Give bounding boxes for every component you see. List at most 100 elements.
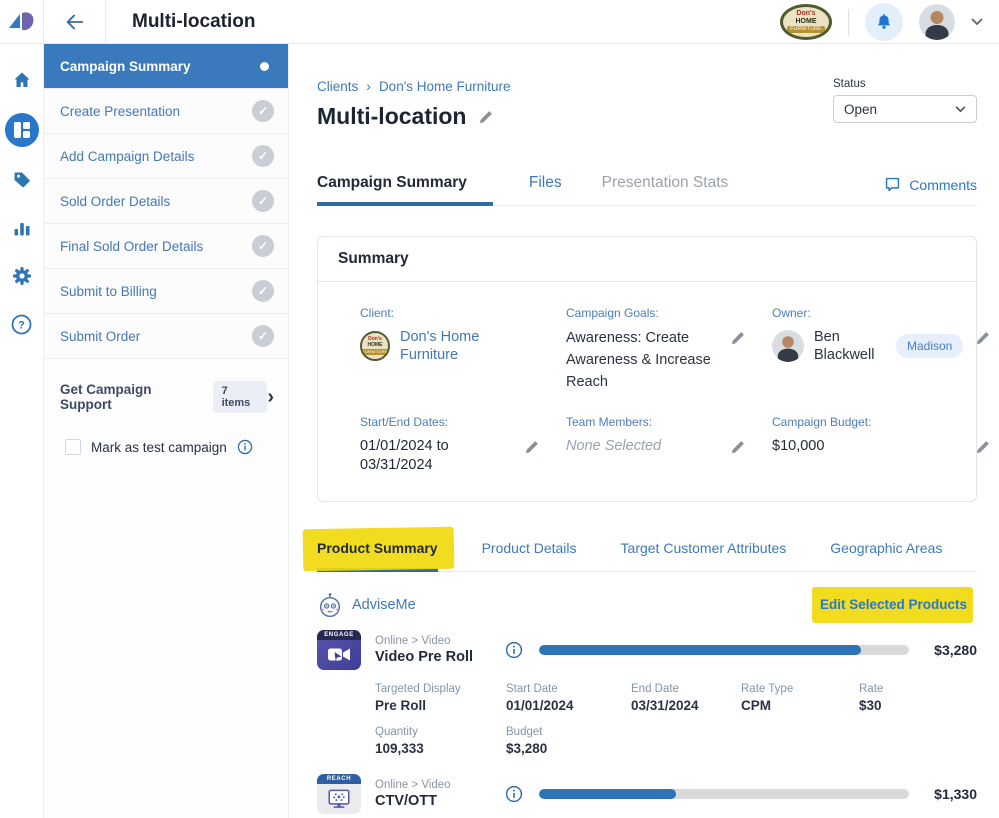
goals-cell: Campaign Goals: Awareness: Create Awaren… [566, 306, 772, 393]
sidebar-item-campaign-summary[interactable]: Campaign Summary [44, 44, 288, 89]
test-campaign-checkbox[interactable] [65, 439, 81, 455]
product-badge: ENGAGE [317, 629, 361, 640]
edit-selected-products-link[interactable]: Edit Selected Products [811, 587, 974, 624]
goals-value: Awareness: Create Awareness & Increase R… [566, 330, 711, 390]
app-logo-icon [9, 11, 34, 30]
get-campaign-support[interactable]: Get Campaign Support 7 items [44, 381, 288, 413]
info-icon[interactable] [237, 439, 253, 455]
goals-label: Campaign Goals: [566, 306, 659, 320]
client-logo-line2: HOME [367, 342, 383, 349]
step-check-icon [252, 325, 274, 347]
sidebar-item-sold-order-details[interactable]: Sold Order Details [44, 179, 288, 224]
tab-files[interactable]: Files [528, 174, 562, 191]
product-info-icon[interactable] [505, 641, 523, 659]
field: Rate $30 [859, 682, 884, 713]
test-campaign-label: Mark as test campaign [91, 439, 227, 455]
edit-dates-icon[interactable] [524, 439, 540, 455]
owner-name: Ben Blackwell [814, 329, 875, 364]
notifications-button[interactable] [865, 2, 903, 41]
help-icon: ? [11, 314, 32, 335]
edit-owner-icon[interactable] [975, 330, 991, 346]
gear-icon [12, 267, 31, 285]
summary-card: Summary Client: Don's HOME FURNITURE Don… [317, 236, 990, 502]
client-name-link[interactable]: Don's Home Furniture [400, 329, 480, 364]
product-name: Video Pre Roll [375, 648, 474, 665]
topbar-actions: Don's HOME FURNITURE [780, 2, 999, 41]
sidebar-item-submit-order[interactable]: Submit Order [44, 314, 288, 359]
tab-campaign-summary[interactable]: Campaign Summary [317, 174, 493, 206]
main-content: Clients Don's Home Furniture Multi-locat… [289, 44, 999, 818]
subtab-product-summary[interactable]: Product Summary [317, 540, 438, 572]
back-button[interactable] [44, 0, 106, 43]
video-camera-icon [328, 648, 350, 662]
user-avatar[interactable] [919, 3, 955, 40]
robot-icon [319, 593, 341, 617]
rail-settings-button[interactable] [12, 266, 32, 286]
adviseme-section: AdviseMe [317, 592, 416, 618]
field: Budget $3,280 [506, 725, 548, 756]
rail-help-button[interactable]: ? [11, 314, 32, 335]
client-label: Client: [360, 306, 395, 320]
sidebar-item-label: Submit to Billing [60, 283, 157, 299]
edit-team-icon[interactable] [730, 439, 746, 455]
edit-budget-icon[interactable] [975, 439, 991, 455]
field: Rate Type CPM [741, 682, 794, 713]
rail-dashboard-button[interactable] [4, 113, 39, 147]
team-cell: Team Members: None Selected [566, 415, 772, 475]
test-campaign-row: Mark as test campaign [44, 439, 288, 455]
budget-progress-bar [539, 788, 909, 799]
status-label: Status [833, 78, 866, 90]
summary-card-title: Summary [318, 237, 976, 282]
breadcrumb: Clients Don's Home Furniture [317, 78, 511, 94]
sidebar-item-add-campaign-details[interactable]: Add Campaign Details [44, 134, 288, 179]
owner-label: Owner: [772, 306, 811, 320]
product-name: CTV/OTT [375, 792, 438, 809]
rail-tags-button[interactable] [12, 170, 32, 190]
sidebar-item-submit-to-billing[interactable]: Submit to Billing [44, 269, 288, 314]
tag-icon [14, 172, 30, 188]
user-menu-chevron-icon[interactable] [971, 18, 983, 26]
budget-progress-bar [539, 644, 909, 655]
subtab-product-details[interactable]: Product Details [481, 539, 577, 556]
subtab-target-customer-attributes[interactable]: Target Customer Attributes [620, 539, 787, 556]
owner-cell: Owner: Ben Blackwell Madison [772, 306, 999, 393]
breadcrumb-separator-icon [366, 78, 371, 94]
step-check-icon [252, 100, 274, 122]
rail-home-button[interactable] [12, 70, 32, 90]
status-select[interactable]: Open [833, 95, 977, 123]
client-logo-line1: Don's [368, 336, 382, 343]
product-badge: REACH [317, 773, 361, 784]
tab-presentation-stats[interactable]: Presentation Stats [601, 174, 729, 191]
support-items-badge: 7 items [212, 381, 268, 413]
sidebar-item-final-sold-order-details[interactable]: Final Sold Order Details [44, 224, 288, 269]
product-category: Online > Video [375, 634, 451, 647]
comments-button[interactable]: Comments [884, 176, 977, 205]
app-logo [0, 0, 44, 43]
step-check-icon [252, 235, 274, 257]
client-cell: Client: Don's HOME FURNITURE Don's Home … [360, 306, 566, 393]
dashboard-icon [13, 122, 30, 138]
rail-reports-button[interactable] [12, 218, 32, 238]
budget-progress-fill [539, 644, 861, 655]
tab-bar: Campaign Summary Files Presentation Stat… [317, 174, 977, 206]
sidebar-item-label: Add Campaign Details [60, 148, 195, 164]
topbar-divider [848, 8, 849, 35]
breadcrumb-client-link[interactable]: Don's Home Furniture [378, 78, 511, 94]
sidebar-item-label: Final Sold Order Details [60, 238, 204, 254]
active-dot-icon [260, 61, 269, 71]
sidebar-item-create-presentation[interactable]: Create Presentation [44, 89, 288, 134]
budget-value: $10,000 [772, 438, 825, 455]
top-bar: Multi-location Don's HOME FURNITURE [0, 0, 999, 44]
field: Quantity 109,333 [375, 725, 424, 756]
product-engage-icon: ENGAGE [317, 629, 361, 670]
breadcrumb-clients-link[interactable]: Clients [317, 78, 359, 94]
client-logo-line3: FURNITURE [362, 349, 388, 356]
subtab-geographic-areas[interactable]: Geographic Areas [830, 539, 943, 556]
edit-goals-icon[interactable] [730, 330, 746, 346]
product-info-icon[interactable] [505, 785, 523, 803]
monitor-icon [328, 789, 350, 808]
edit-title-icon[interactable] [478, 109, 494, 125]
product-subtabs: Product Summary Product Details Target C… [317, 540, 977, 572]
client-logo-line2: HOME [795, 18, 817, 25]
